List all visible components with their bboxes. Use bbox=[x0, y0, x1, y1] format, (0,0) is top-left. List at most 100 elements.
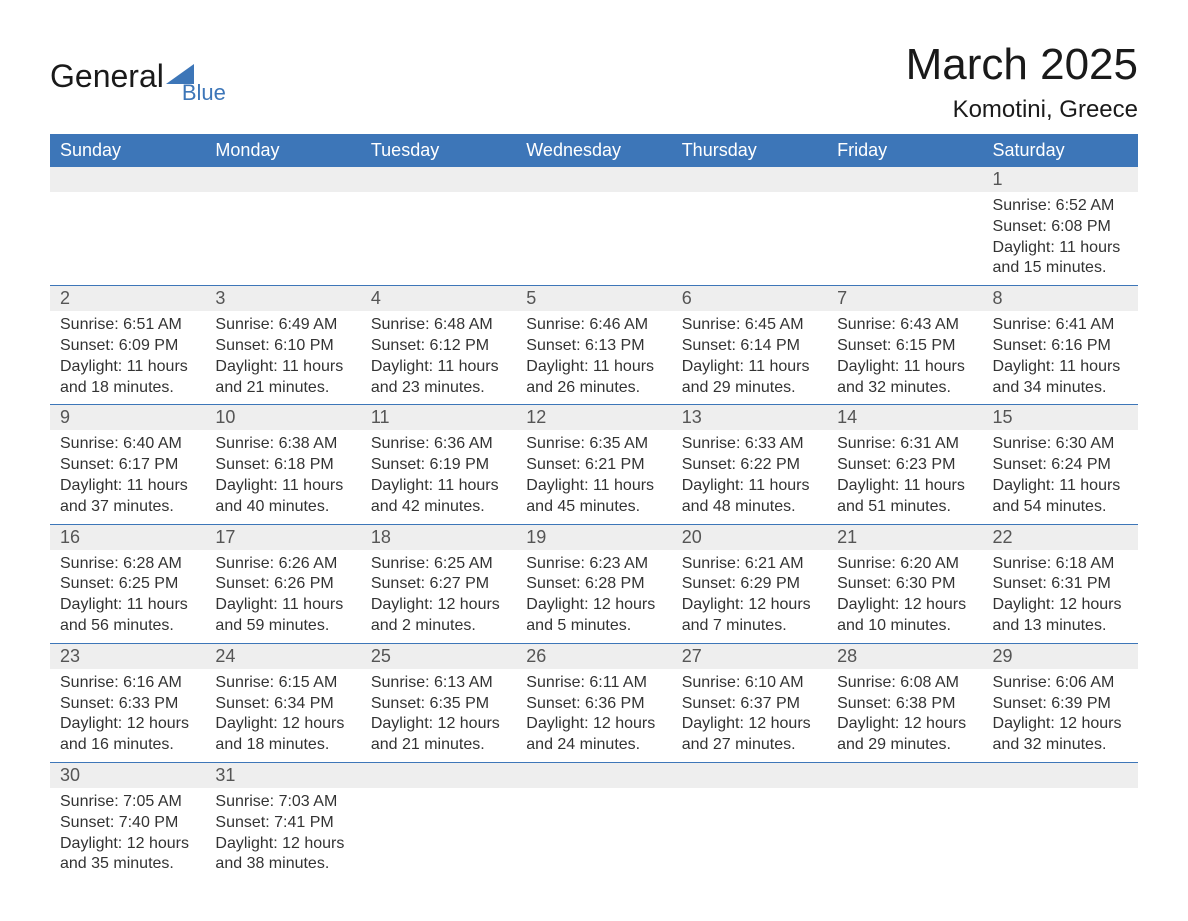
sunrise: Sunrise: 6:48 AM bbox=[371, 315, 506, 336]
day-number: 27 bbox=[672, 643, 827, 669]
daylight-1: Daylight: 11 hours bbox=[371, 357, 506, 378]
day-number: 4 bbox=[361, 286, 516, 312]
daylight-2: and 23 minutes. bbox=[371, 378, 506, 399]
daylight-1: Daylight: 11 hours bbox=[993, 476, 1128, 497]
daylight-1: Daylight: 12 hours bbox=[837, 714, 972, 735]
logo-subtext: Blue bbox=[182, 80, 226, 106]
day-info bbox=[672, 192, 827, 286]
sunset: Sunset: 7:40 PM bbox=[60, 813, 195, 834]
sunset: Sunset: 6:08 PM bbox=[993, 217, 1128, 238]
day-info: Sunrise: 6:33 AMSunset: 6:22 PMDaylight:… bbox=[672, 430, 827, 524]
daylight-1: Daylight: 12 hours bbox=[993, 714, 1128, 735]
day-number: 6 bbox=[672, 286, 827, 312]
sunrise: Sunrise: 6:38 AM bbox=[215, 434, 350, 455]
day-number bbox=[361, 762, 516, 788]
daylight-2: and 7 minutes. bbox=[682, 616, 817, 637]
sunset: Sunset: 6:33 PM bbox=[60, 694, 195, 715]
day-info bbox=[827, 192, 982, 286]
daylight-2: and 21 minutes. bbox=[371, 735, 506, 756]
title-location: Komotini, Greece bbox=[906, 96, 1138, 124]
sunset: Sunset: 6:28 PM bbox=[526, 574, 661, 595]
sunset: Sunset: 6:16 PM bbox=[993, 336, 1128, 357]
day-info: Sunrise: 6:38 AMSunset: 6:18 PMDaylight:… bbox=[205, 430, 360, 524]
sunset: Sunset: 6:14 PM bbox=[682, 336, 817, 357]
daylight-1: Daylight: 12 hours bbox=[60, 834, 195, 855]
daylight-2: and 29 minutes. bbox=[837, 735, 972, 756]
day-info: Sunrise: 6:26 AMSunset: 6:26 PMDaylight:… bbox=[205, 550, 360, 644]
calendar-header: SundayMondayTuesdayWednesdayThursdayFrid… bbox=[50, 134, 1138, 167]
sunset: Sunset: 6:10 PM bbox=[215, 336, 350, 357]
day-info: Sunrise: 6:15 AMSunset: 6:34 PMDaylight:… bbox=[205, 669, 360, 763]
sunrise: Sunrise: 6:15 AM bbox=[215, 673, 350, 694]
day-number: 12 bbox=[516, 405, 671, 431]
sunset: Sunset: 6:35 PM bbox=[371, 694, 506, 715]
day-number: 16 bbox=[50, 524, 205, 550]
daylight-2: and 32 minutes. bbox=[837, 378, 972, 399]
sunrise: Sunrise: 6:28 AM bbox=[60, 554, 195, 575]
sunrise: Sunrise: 6:43 AM bbox=[837, 315, 972, 336]
sunrise: Sunrise: 6:33 AM bbox=[682, 434, 817, 455]
day-number: 8 bbox=[983, 286, 1138, 312]
sunrise: Sunrise: 6:30 AM bbox=[993, 434, 1128, 455]
day-number: 29 bbox=[983, 643, 1138, 669]
logo-right: Blue bbox=[166, 60, 226, 106]
sunrise: Sunrise: 7:05 AM bbox=[60, 792, 195, 813]
sunrise: Sunrise: 6:25 AM bbox=[371, 554, 506, 575]
day-info: Sunrise: 6:16 AMSunset: 6:33 PMDaylight:… bbox=[50, 669, 205, 763]
daylight-1: Daylight: 12 hours bbox=[215, 834, 350, 855]
sunset: Sunset: 6:39 PM bbox=[993, 694, 1128, 715]
day-number bbox=[672, 167, 827, 192]
sunset: Sunset: 6:31 PM bbox=[993, 574, 1128, 595]
col-header: Monday bbox=[205, 134, 360, 167]
day-number bbox=[516, 167, 671, 192]
daylight-2: and 18 minutes. bbox=[60, 378, 195, 399]
day-info: Sunrise: 6:30 AMSunset: 6:24 PMDaylight:… bbox=[983, 430, 1138, 524]
day-number: 17 bbox=[205, 524, 360, 550]
day-number: 1 bbox=[983, 167, 1138, 192]
daylight-1: Daylight: 11 hours bbox=[60, 357, 195, 378]
daylight-1: Daylight: 11 hours bbox=[837, 476, 972, 497]
day-number: 30 bbox=[50, 762, 205, 788]
daylight-1: Daylight: 11 hours bbox=[60, 595, 195, 616]
daylight-2: and 13 minutes. bbox=[993, 616, 1128, 637]
calendar-body: 1 Sunrise: 6:52 AMSunset: 6:08 PMDayligh… bbox=[50, 167, 1138, 881]
daylight-2: and 35 minutes. bbox=[60, 854, 195, 875]
logo: General Blue bbox=[50, 60, 226, 106]
sunrise: Sunrise: 6:31 AM bbox=[837, 434, 972, 455]
day-info bbox=[672, 788, 827, 881]
day-number: 15 bbox=[983, 405, 1138, 431]
day-number: 19 bbox=[516, 524, 671, 550]
day-number: 21 bbox=[827, 524, 982, 550]
day-number: 9 bbox=[50, 405, 205, 431]
day-number: 22 bbox=[983, 524, 1138, 550]
title-month: March 2025 bbox=[906, 40, 1138, 90]
day-info: Sunrise: 6:35 AMSunset: 6:21 PMDaylight:… bbox=[516, 430, 671, 524]
sunrise: Sunrise: 6:36 AM bbox=[371, 434, 506, 455]
day-number bbox=[205, 167, 360, 192]
day-info bbox=[361, 192, 516, 286]
sunset: Sunset: 6:34 PM bbox=[215, 694, 350, 715]
sunrise: Sunrise: 6:11 AM bbox=[526, 673, 661, 694]
sunset: Sunset: 6:36 PM bbox=[526, 694, 661, 715]
day-number: 28 bbox=[827, 643, 982, 669]
daylight-1: Daylight: 11 hours bbox=[526, 476, 661, 497]
calendar-table: SundayMondayTuesdayWednesdayThursdayFrid… bbox=[50, 134, 1138, 881]
day-number: 31 bbox=[205, 762, 360, 788]
sunrise: Sunrise: 6:40 AM bbox=[60, 434, 195, 455]
title-block: March 2025 Komotini, Greece bbox=[906, 40, 1138, 124]
daylight-2: and 10 minutes. bbox=[837, 616, 972, 637]
daylight-2: and 16 minutes. bbox=[60, 735, 195, 756]
daylight-1: Daylight: 12 hours bbox=[60, 714, 195, 735]
day-number bbox=[827, 762, 982, 788]
day-number: 13 bbox=[672, 405, 827, 431]
sunrise: Sunrise: 6:49 AM bbox=[215, 315, 350, 336]
sunrise: Sunrise: 6:45 AM bbox=[682, 315, 817, 336]
day-info: Sunrise: 7:05 AMSunset: 7:40 PMDaylight:… bbox=[50, 788, 205, 881]
day-info: Sunrise: 6:25 AMSunset: 6:27 PMDaylight:… bbox=[361, 550, 516, 644]
daylight-1: Daylight: 12 hours bbox=[526, 595, 661, 616]
daylight-2: and 40 minutes. bbox=[215, 497, 350, 518]
col-header: Sunday bbox=[50, 134, 205, 167]
day-info: Sunrise: 6:21 AMSunset: 6:29 PMDaylight:… bbox=[672, 550, 827, 644]
sunset: Sunset: 6:09 PM bbox=[60, 336, 195, 357]
col-header: Tuesday bbox=[361, 134, 516, 167]
